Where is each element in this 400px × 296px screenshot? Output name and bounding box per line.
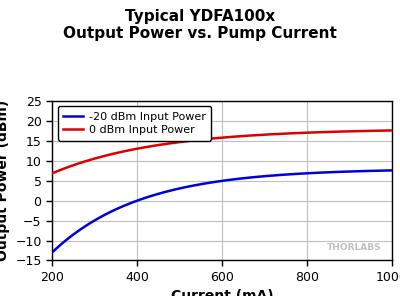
- Legend: -20 dBm Input Power, 0 dBm Input Power: -20 dBm Input Power, 0 dBm Input Power: [58, 106, 211, 141]
- -20 dBm Input Power: [213, 180, 218, 184]
- 0 dBm Input Power: [234, 135, 238, 138]
- 0 dBm Input Power: [328, 130, 333, 133]
- -20 dBm Input Power: [390, 169, 394, 172]
- -20 dBm Input Power: [382, 169, 386, 172]
- Text: THORLABS: THORLABS: [327, 244, 382, 252]
- -20 dBm Input Power: [234, 177, 238, 181]
- Line: -20 dBm Input Power: -20 dBm Input Power: [52, 170, 392, 252]
- -20 dBm Input Power: [328, 170, 333, 174]
- X-axis label: Current (mA): Current (mA): [171, 289, 273, 296]
- 0 dBm Input Power: [252, 133, 257, 137]
- 0 dBm Input Power: [50, 172, 54, 175]
- Y-axis label: Output Power (dBm): Output Power (dBm): [0, 100, 10, 261]
- 0 dBm Input Power: [213, 136, 218, 140]
- -20 dBm Input Power: [211, 180, 216, 184]
- 0 dBm Input Power: [390, 129, 394, 132]
- -20 dBm Input Power: [50, 251, 54, 254]
- 0 dBm Input Power: [211, 137, 216, 140]
- 0 dBm Input Power: [382, 129, 386, 132]
- Line: 0 dBm Input Power: 0 dBm Input Power: [52, 131, 392, 173]
- -20 dBm Input Power: [252, 175, 257, 179]
- Text: Typical YDFA100x
Output Power vs. Pump Current: Typical YDFA100x Output Power vs. Pump C…: [63, 9, 337, 41]
